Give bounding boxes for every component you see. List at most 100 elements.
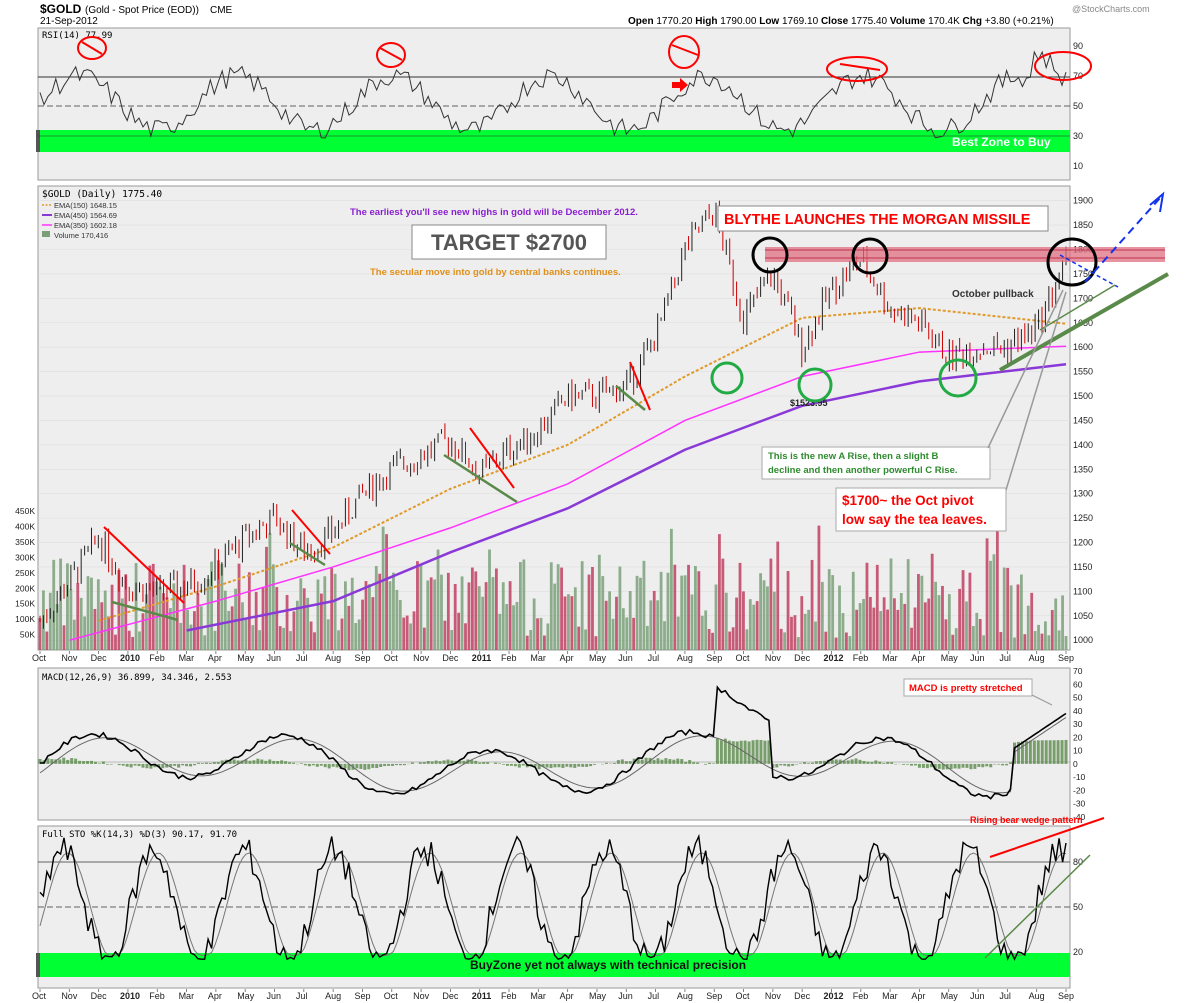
- volume-bar: [1002, 567, 1006, 650]
- price-tick-label: 1850: [1073, 220, 1093, 230]
- volume-bar: [69, 589, 73, 650]
- macd-histogram-bar: [680, 759, 684, 764]
- macd-histogram-bar: [462, 760, 466, 764]
- volume-bar: [210, 561, 213, 650]
- volume-bar: [965, 601, 968, 650]
- macd-histogram-bar: [371, 763, 375, 768]
- volume-bar: [539, 617, 543, 650]
- volume-bar: [587, 574, 591, 650]
- annotation-blythe: BLYTHE LAUNCHES THE MORGAN MISSILE: [724, 212, 1031, 228]
- volume-tick-label: 100K: [15, 614, 35, 624]
- x-axis-label: Feb: [149, 991, 165, 1001]
- symbol-description: (Gold - Spot Price (EOD)): [85, 5, 199, 16]
- volume-bar: [501, 582, 505, 650]
- macd-histogram-bar: [557, 763, 561, 768]
- volume-bar: [38, 618, 42, 650]
- macd-histogram-bar: [577, 763, 581, 767]
- macd-histogram-bar: [200, 763, 204, 764]
- macd-histogram-bar: [997, 763, 1001, 765]
- volume-bar: [429, 577, 433, 650]
- volume-bar: [728, 631, 732, 650]
- volume-bar: [402, 617, 406, 650]
- volume-bar: [759, 573, 763, 650]
- volume-bar: [206, 578, 210, 650]
- low-circle-1: [710, 361, 744, 395]
- volume-bar: [570, 596, 574, 650]
- macd-histogram-bar: [921, 763, 925, 768]
- volume-bar: [124, 574, 128, 650]
- volume-bar: [477, 586, 481, 650]
- price-tick-label: 1050: [1073, 611, 1093, 621]
- volume-bar: [1030, 592, 1034, 650]
- macd-histogram-bar: [1005, 763, 1009, 766]
- volume-bar: [1061, 595, 1064, 650]
- legend-title: $GOLD (Daily) 1775.40: [42, 189, 162, 200]
- volume-bar: [196, 593, 200, 650]
- volume-bar: [1044, 621, 1047, 650]
- macd-histogram-bar: [561, 763, 565, 768]
- volume-bar: [467, 582, 471, 650]
- x-axis-label: Dec: [794, 653, 811, 663]
- volume-bar: [1047, 635, 1051, 650]
- macd-histogram-bar: [1001, 763, 1005, 766]
- x-axis-label: Dec: [91, 653, 108, 663]
- volume-bar: [999, 632, 1003, 650]
- x-axis-label: Sep: [354, 653, 370, 663]
- macd-histogram-bar: [715, 738, 719, 764]
- macd-histogram-bar: [244, 759, 248, 764]
- volume-bar: [944, 619, 948, 650]
- volume-bar: [656, 600, 660, 650]
- volume-tick-label: 50K: [20, 630, 35, 640]
- volume-bar: [553, 583, 557, 650]
- macd-histogram-bar: [208, 763, 212, 764]
- volume-bar: [985, 538, 989, 650]
- rsi-red-circle-5: [1034, 51, 1092, 81]
- volume-bar: [90, 577, 93, 650]
- macd-histogram-bar: [260, 759, 264, 764]
- volume-bar: [584, 629, 587, 650]
- x-axis-label: Sep: [1058, 991, 1074, 1001]
- volume-bar: [913, 607, 917, 650]
- x-axis-label: Apr: [560, 991, 574, 1001]
- volume-bar: [769, 558, 773, 650]
- volume-bar: [110, 584, 114, 650]
- volume-bar: [982, 635, 986, 650]
- volume-bar: [704, 610, 708, 650]
- volume-bar: [83, 616, 87, 650]
- x-axis-label: Oct: [32, 653, 47, 663]
- macd-histogram-bar: [549, 763, 553, 769]
- macd-histogram-bar: [498, 763, 502, 764]
- macd-histogram-bar: [961, 763, 965, 768]
- macd-histogram-bar: [1056, 740, 1060, 764]
- macd-histogram-bar: [62, 757, 66, 764]
- macd-histogram-bar: [292, 762, 296, 764]
- macd-histogram-bar: [870, 762, 874, 764]
- quote-line: Open 1770.20 High 1790.00 Low 1769.10 Cl…: [628, 16, 1054, 27]
- x-axis-price: Oct Nov Dec 2010 Feb Mar Apr May Jun Jul Aug Sep Oct…: [32, 651, 1074, 663]
- volume-bar: [505, 604, 509, 650]
- macd-histogram-bar: [78, 760, 82, 764]
- volume-bar: [220, 563, 224, 650]
- volume-bar: [491, 577, 495, 650]
- volume-bar: [155, 581, 159, 650]
- volume-bar: [45, 631, 49, 650]
- sto-zone-text: BuyZone yet not always with technical pr…: [470, 958, 746, 972]
- volume-bar: [182, 564, 186, 650]
- volume-bar: [766, 586, 769, 650]
- x-axis-label: Sep: [706, 991, 722, 1001]
- volume-bar: [687, 564, 690, 650]
- macd-histogram-bar: [981, 763, 985, 768]
- volume-bar: [899, 593, 903, 650]
- macd-histogram-bar: [830, 759, 834, 764]
- macd-tick-label: 30: [1073, 719, 1083, 729]
- volume-bar: [889, 558, 893, 650]
- x-axis-label: Mar: [179, 991, 195, 1001]
- macd-histogram-bar: [913, 763, 917, 766]
- macd-histogram-bar: [347, 763, 351, 771]
- volume-bar: [573, 587, 577, 650]
- low-circle-3: [938, 358, 978, 398]
- volume-bar: [481, 596, 485, 650]
- macd-histogram-bar: [363, 763, 367, 770]
- x-axis-label: Jul: [999, 991, 1011, 1001]
- volume-bar: [879, 611, 883, 650]
